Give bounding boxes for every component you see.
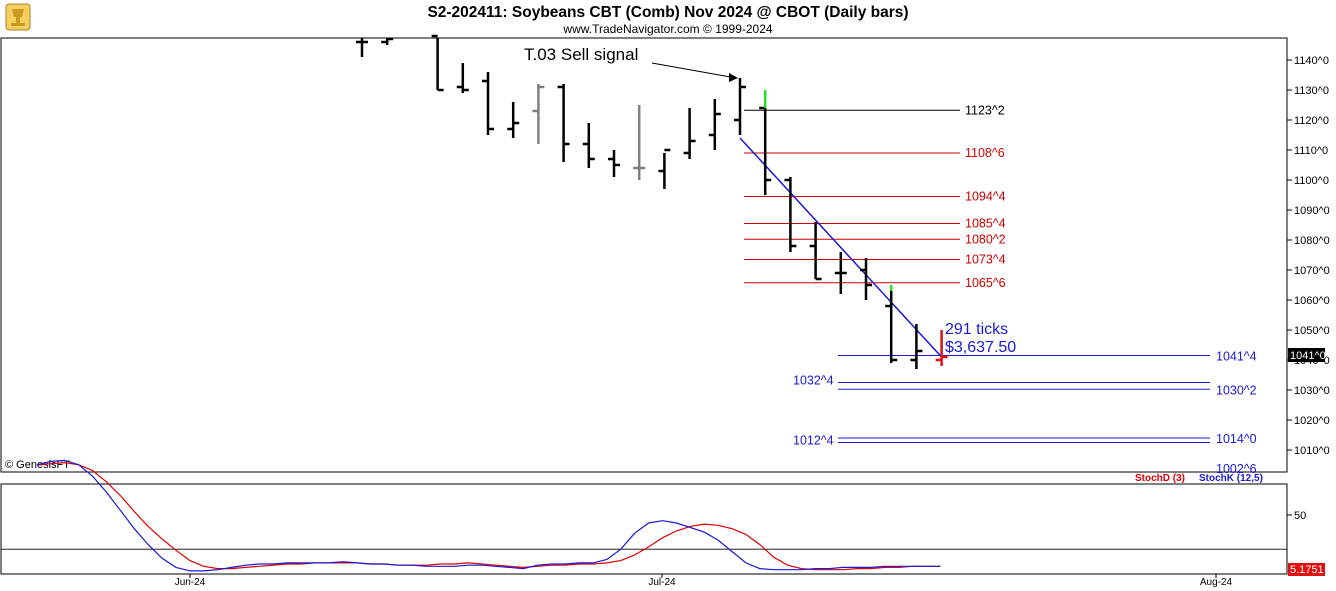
price-axis-label: 1110^0 — [1294, 145, 1328, 157]
fib-level-label: 1073^4 — [965, 253, 1006, 267]
price-bar — [784, 177, 797, 252]
stoch-lines — [1, 459, 1292, 572]
stoch-panel — [0, 483, 1288, 575]
price-bar — [834, 252, 847, 294]
trendline-layer — [739, 137, 943, 358]
chart-subtitle: www.TradeNavigator.com © 1999-2024 — [562, 22, 772, 36]
price-bar — [860, 258, 872, 300]
price-bar — [608, 150, 620, 177]
price-bar — [456, 63, 469, 93]
price-bar — [658, 148, 671, 189]
current-price-label: 1041^0 — [1290, 350, 1326, 362]
price-bar — [885, 285, 898, 363]
projection-level-label: 1014^0 — [1216, 432, 1257, 446]
price-axis-label: 1080^0 — [1294, 235, 1330, 247]
price-bar — [431, 34, 444, 92]
stoch-d-legend: StochD (3) — [1135, 473, 1185, 484]
price-axis-label: 1130^0 — [1294, 85, 1329, 97]
price-axis-label: 1030^0 — [1294, 385, 1330, 397]
ticks-annotation: 291 ticks — [945, 321, 1008, 338]
fib-level-label: 1080^2 — [965, 232, 1006, 246]
price-axis-label: 1090^0 — [1294, 205, 1330, 217]
stoch-current-label: 5.1751 — [1290, 564, 1324, 576]
stoch-k-line — [36, 459, 941, 572]
price-bar — [759, 90, 772, 195]
chart-title: S2-202411: Soybeans CBT (Comb) Nov 2024 … — [427, 4, 908, 21]
price-bar — [482, 72, 494, 135]
entry-bar — [935, 330, 948, 366]
current-price-tag — [1288, 348, 1325, 362]
price-bar — [507, 102, 520, 138]
projection-level-label: 1041^4 — [1216, 350, 1257, 364]
price-bar — [557, 84, 570, 162]
price-axis: 1140^0 1130^0 1120^0 1110^0 1100^0 1090^0 1080… — [1287, 55, 1330, 457]
stoch-axis-tick-50: 50 — [1294, 510, 1306, 522]
signal-annotation: T.03 Sell signal — [524, 45, 638, 64]
price-bar — [708, 99, 721, 150]
price-axis-label: 1060^0 — [1294, 295, 1330, 307]
price-bar — [910, 324, 923, 369]
price-bar — [582, 123, 595, 168]
x-axis: Jun-24 Jul-24 Aug-24 — [175, 574, 1233, 588]
price-bar — [633, 105, 646, 180]
stoch-current-tag — [1288, 563, 1325, 576]
price-axis-label: 1100^0 — [1294, 175, 1329, 187]
signal-arrow — [651, 62, 737, 79]
price-axis-label: 1050^0 — [1294, 325, 1330, 337]
projection-level-label: 1032^4 — [793, 374, 834, 388]
price-bar — [532, 84, 545, 144]
fib-level-label: 1085^4 — [965, 217, 1006, 231]
price-panel — [0, 37, 1288, 473]
price-axis-label: 1070^0 — [1294, 265, 1330, 277]
x-axis-label: Aug-24 — [1200, 577, 1233, 588]
price-axis-label: 1010^0 — [1294, 445, 1330, 457]
trendline — [739, 137, 943, 358]
x-axis-label: Jul-24 — [648, 577, 676, 588]
projection-level-label: 1012^4 — [793, 434, 834, 448]
stoch-k-legend: StochK (12,5) — [1199, 473, 1263, 484]
price-bar — [809, 222, 822, 281]
price-bar — [381, 37, 394, 45]
dollars-annotation: $3,637.50 — [945, 339, 1016, 356]
x-axis-label: Jun-24 — [175, 577, 206, 588]
ohlc-bars — [356, 34, 948, 369]
fib-level-label: 1094^4 — [965, 190, 1006, 204]
signal-arrowhead — [729, 73, 738, 82]
logo-icon — [5, 3, 31, 31]
price-bar — [734, 78, 746, 135]
price-axis-label: 1140^0 — [1294, 55, 1329, 67]
projection-level-label: 1030^2 — [1216, 383, 1257, 397]
projection-level-label-partial: 1002^6 — [1216, 462, 1257, 476]
fib-level-label: 1065^6 — [965, 276, 1006, 290]
price-bar — [683, 108, 696, 159]
fib-level-label: 1108^6 — [965, 146, 1005, 160]
price-axis-label: 1020^0 — [1294, 415, 1330, 427]
stoch-d-line — [36, 461, 941, 571]
price-axis-label: 1120^0 — [1294, 115, 1329, 127]
fib-level-label: 1123^2 — [965, 103, 1005, 117]
price-bar — [356, 38, 368, 57]
